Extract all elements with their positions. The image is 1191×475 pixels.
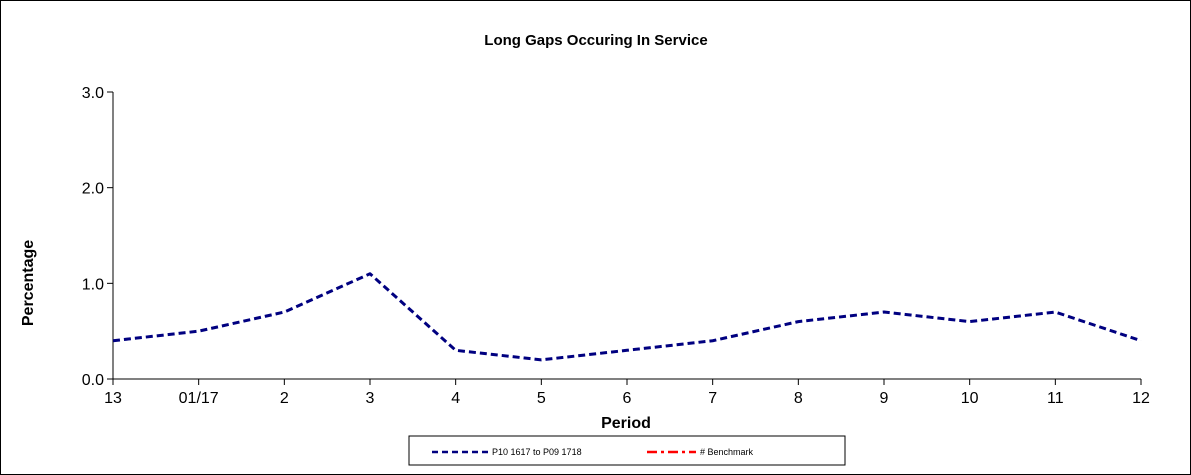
x-tick-label: 2 [280, 390, 289, 407]
legend: P10 1617 to P09 1718 # Benchmark [408, 435, 846, 466]
x-tick-label: 01/17 [179, 390, 219, 407]
y-tick-label: 3.0 [82, 85, 104, 102]
y-axis-title: Percentage [20, 240, 37, 326]
x-tick-label: 11 [1047, 390, 1064, 407]
y-tick-label: 1.0 [82, 276, 104, 293]
x-tick-label: 7 [708, 390, 717, 407]
y-tick-label: 0.0 [82, 372, 104, 389]
legend-box [408, 435, 846, 466]
series-layer [112, 272, 1142, 362]
x-axis-title: Period [601, 415, 651, 432]
x-tick-label: 12 [1132, 390, 1150, 407]
chart-title: Long Gaps Occuring In Service [484, 32, 707, 49]
series-line-1 [112, 272, 1142, 362]
legend-label-series-1: P10 1617 to P09 1718 [492, 447, 582, 457]
x-tick-label: 5 [537, 390, 546, 407]
legend-label-series-2: # Benchmark [700, 447, 754, 457]
x-axis: 13 01/17 2 3 4 5 6 7 8 9 10 11 12 [104, 378, 1150, 407]
x-tick-label: 4 [451, 390, 460, 407]
x-tick-label: 3 [366, 390, 375, 407]
x-tick-label: 6 [623, 390, 632, 407]
x-tick-label: 9 [880, 390, 889, 407]
x-tick-label: 8 [794, 390, 803, 407]
y-axis: 0.0 1.0 2.0 3.0 [82, 85, 114, 389]
y-tick-label: 2.0 [82, 181, 104, 198]
x-tick-label: 10 [961, 390, 979, 407]
x-tick-label: 13 [104, 390, 122, 407]
